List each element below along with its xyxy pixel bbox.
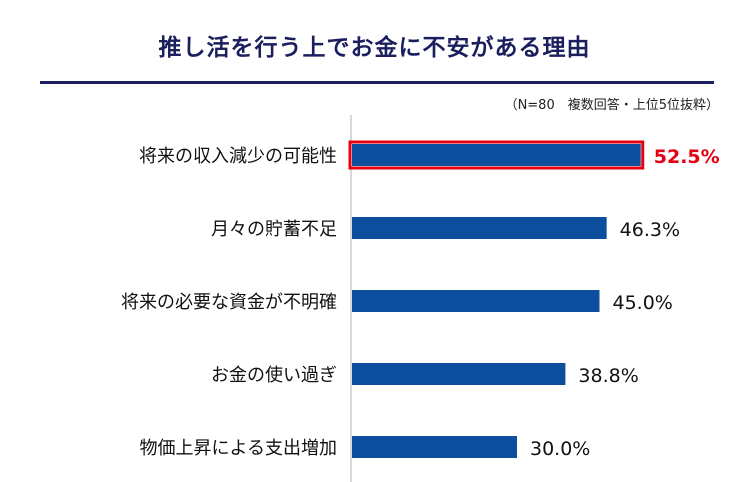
highlight-frame — [348, 140, 645, 170]
chart-title: 推し活を行う上でお金に不安がある理由 — [158, 35, 591, 61]
bar — [352, 144, 641, 166]
bar — [352, 217, 607, 239]
value-label: 52.5% — [654, 146, 720, 168]
bar — [352, 290, 600, 312]
value-label: 45.0% — [613, 292, 673, 314]
bars-layer: 将来の収入減少の可能性 52.5% 月々の貯蓄不足 46.3% 将来の必要な資金が不明確… — [121, 140, 720, 460]
title-underline — [40, 81, 714, 84]
bar — [352, 436, 517, 458]
bar — [352, 363, 566, 385]
category-label: 将来の収入減少の可能性 — [139, 146, 337, 167]
category-label: 月々の貯蓄不足 — [211, 219, 337, 240]
category-label: お金の使い過ぎ — [211, 365, 337, 386]
sample-note: （N=80 複数回答・上位5位抜粋） — [504, 98, 719, 113]
value-label: 38.8% — [578, 365, 638, 387]
value-label: 46.3% — [620, 219, 680, 241]
value-label: 30.0% — [530, 438, 590, 460]
category-label: 将来の必要な資金が不明確 — [121, 292, 337, 313]
category-label: 物価上昇による支出増加 — [140, 438, 337, 459]
